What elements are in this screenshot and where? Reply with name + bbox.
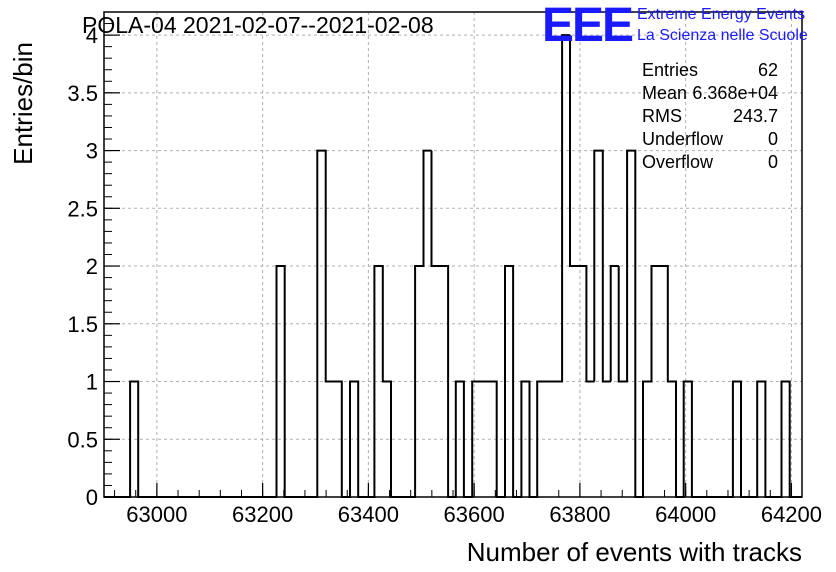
y-tick-label: 0.5 bbox=[67, 427, 98, 452]
histogram-outline bbox=[104, 34, 802, 498]
y-tick-label: 4 bbox=[86, 23, 98, 48]
y-tick-label: 2.5 bbox=[67, 196, 98, 221]
x-axis-ticks: 63000 63200 63400 63600 63800 64000 64200 bbox=[114, 483, 822, 527]
y-axis-title: Entries/bin bbox=[8, 42, 38, 165]
x-tick-label: 63000 bbox=[126, 502, 187, 527]
y-tick-label: 0 bbox=[86, 485, 98, 510]
y-tick-label: 3.5 bbox=[67, 81, 98, 106]
stats-value-rms: 243.7 bbox=[733, 106, 778, 126]
x-axis-title: Number of events with tracks bbox=[467, 537, 802, 567]
x-tick-label: 64200 bbox=[761, 502, 822, 527]
chart-title: POLA-04 2021-02-07--2021-02-08 bbox=[82, 12, 434, 38]
eee-logo-mark: EEE bbox=[542, 0, 633, 52]
y-tick-label: 1 bbox=[86, 370, 98, 395]
stats-value-mean: 6.368e+04 bbox=[692, 83, 778, 103]
stats-label-mean: Mean bbox=[642, 83, 687, 103]
stats-value-entries: 62 bbox=[758, 60, 778, 80]
stats-box: Entries 62 Mean 6.368e+04 RMS 243.7 Unde… bbox=[642, 60, 778, 172]
y-tick-label: 3 bbox=[86, 139, 98, 164]
eee-logo: EEE Extreme Energy Events La Scienza nel… bbox=[542, 0, 808, 52]
stats-value-underflow: 0 bbox=[768, 129, 778, 149]
y-tick-label: 2 bbox=[86, 254, 98, 279]
stats-label-underflow: Underflow bbox=[642, 129, 724, 149]
eee-logo-line1: Extreme Energy Events bbox=[637, 6, 805, 23]
y-tick-label: 1.5 bbox=[67, 312, 98, 337]
y-axis-ticks: 0 0.5 1 1.5 2 2.5 3 3.5 4 bbox=[67, 11, 120, 510]
eee-logo-line2: La Scienza nelle Scuole bbox=[637, 27, 808, 44]
x-tick-label: 63800 bbox=[549, 502, 610, 527]
stats-label-overflow: Overflow bbox=[642, 152, 714, 172]
stats-label-rms: RMS bbox=[642, 106, 682, 126]
x-tick-label: 63400 bbox=[338, 502, 399, 527]
stats-label-entries: Entries bbox=[642, 60, 698, 80]
stats-value-overflow: 0 bbox=[768, 152, 778, 172]
x-tick-label: 64000 bbox=[655, 502, 716, 527]
x-tick-label: 63200 bbox=[232, 502, 293, 527]
x-tick-label: 63600 bbox=[444, 502, 505, 527]
